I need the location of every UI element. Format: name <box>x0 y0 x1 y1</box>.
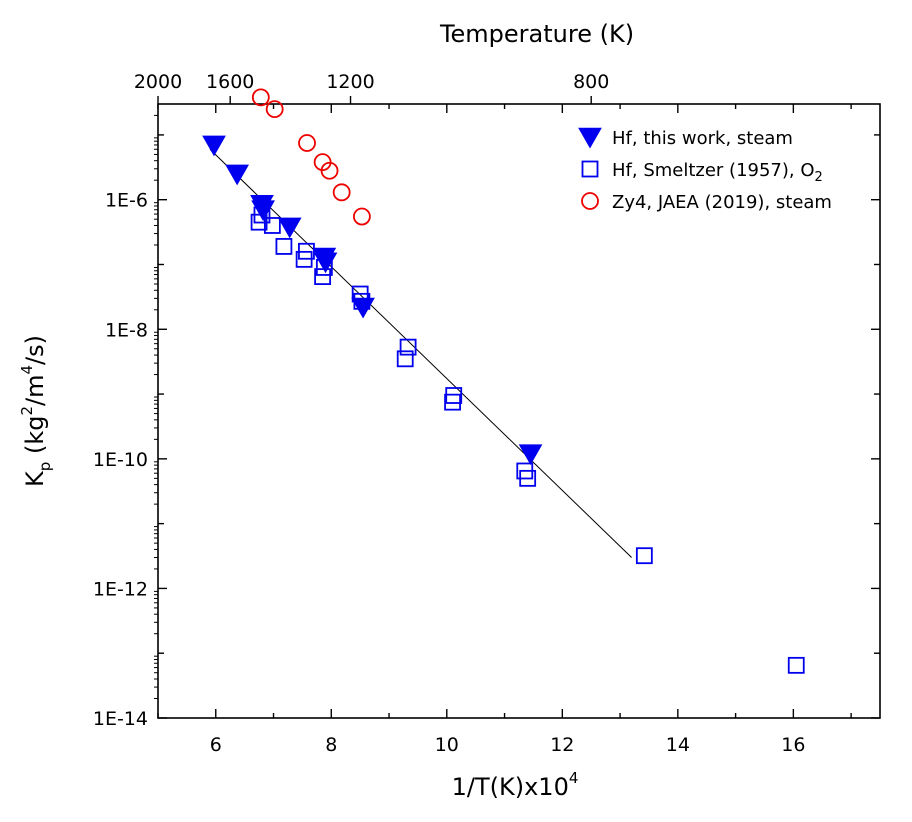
plot-frame <box>157 103 881 719</box>
data-point-series-1 <box>202 135 226 157</box>
data-point-series-1 <box>277 217 302 239</box>
data-point-series-3 <box>251 88 270 107</box>
data-point-series-2 <box>519 469 537 487</box>
legend-marker-2 <box>581 160 599 178</box>
data-point-series-2 <box>275 238 293 255</box>
legend-label-3: Zy4, JAEA (2019), steam <box>612 192 832 213</box>
top-tick-label: 2000 <box>134 71 182 93</box>
y-axis-title-units-a: (kg <box>21 416 49 462</box>
data-point-series-2 <box>315 259 333 276</box>
fit-layer <box>209 148 632 558</box>
top-tick-label: 1600 <box>206 71 254 93</box>
points-layer <box>202 88 805 674</box>
x-tick-label: 12 <box>550 734 574 756</box>
data-point-series-2 <box>253 206 271 224</box>
data-point-series-2 <box>298 242 315 260</box>
data-point-series-3 <box>265 100 284 119</box>
x-tick-label: 6 <box>210 734 222 756</box>
top-tick-label: 1200 <box>326 71 374 93</box>
data-point-series-2 <box>396 350 414 368</box>
y-axis-title-units-e: /s) <box>21 335 49 365</box>
legend-marker-1 <box>578 127 602 149</box>
y-axis-title-units-b: 2 <box>18 406 36 416</box>
legend-label-text: Zy4, JAEA (2019), steam <box>612 192 832 213</box>
y-tick-label: 1E-12 <box>93 578 148 600</box>
legend-label-1: Hf, this work, steam <box>612 128 793 149</box>
data-point-series-2 <box>263 217 281 234</box>
legend: Hf, this work, steam Hf, Smeltzer (1957),… <box>578 127 832 213</box>
x-tick-label: 14 <box>666 734 690 756</box>
y-axis-title-units-d: 4 <box>18 365 36 375</box>
x-axis-title-sup: 4 <box>569 769 579 787</box>
data-point-series-3 <box>320 161 339 180</box>
y-axis-title-sub: p <box>36 462 54 472</box>
data-point-series-1 <box>225 164 249 186</box>
data-point-series-2 <box>635 547 653 565</box>
x-tick-label: 8 <box>325 734 337 756</box>
y-axis-title-units-c: /m <box>21 375 49 406</box>
data-point-series-3 <box>332 183 351 202</box>
ticks-layer: 6 8 10 12 14 16 2000 1600 1200 800 1E-6 1E-8 1E-10 1E… <box>93 71 880 756</box>
data-point-series-2 <box>314 268 332 286</box>
legend-marker-3 <box>581 192 599 210</box>
y-tick-label: 1E-14 <box>93 708 148 730</box>
data-point-series-2 <box>353 292 371 310</box>
x-tick-label: 10 <box>435 734 459 756</box>
data-point-series-3 <box>352 207 371 226</box>
data-point-series-1 <box>518 444 543 466</box>
fit-line <box>209 148 632 558</box>
legend-label-2: Hf, Smeltzer (1957), O2 <box>612 160 823 185</box>
y-tick-label: 1E-10 <box>93 449 148 471</box>
y-axis-title: Kp (kg2/m4/s) <box>18 335 54 487</box>
y-tick-label: 1E-6 <box>105 190 148 212</box>
data-point-series-2 <box>399 338 417 356</box>
data-point-series-2 <box>787 656 805 674</box>
legend-label-text: Hf, Smeltzer (1957), O <box>612 160 815 181</box>
y-axis-title-main: K <box>21 470 49 487</box>
x-tick-label: 16 <box>781 734 805 756</box>
data-point-series-2 <box>445 387 463 404</box>
y-tick-label: 1E-8 <box>105 319 148 341</box>
x-axis-title: 1/T(K)x104 <box>452 769 579 801</box>
top-tick-label: 800 <box>573 71 609 93</box>
x-axis-title-main: 1/T(K)x10 <box>452 773 569 801</box>
legend-label-sub: 2 <box>815 170 823 185</box>
legend-label-text: Hf, this work, steam <box>612 128 793 149</box>
data-point-series-3 <box>298 134 316 152</box>
top-axis-title: Temperature (K) <box>439 20 634 48</box>
